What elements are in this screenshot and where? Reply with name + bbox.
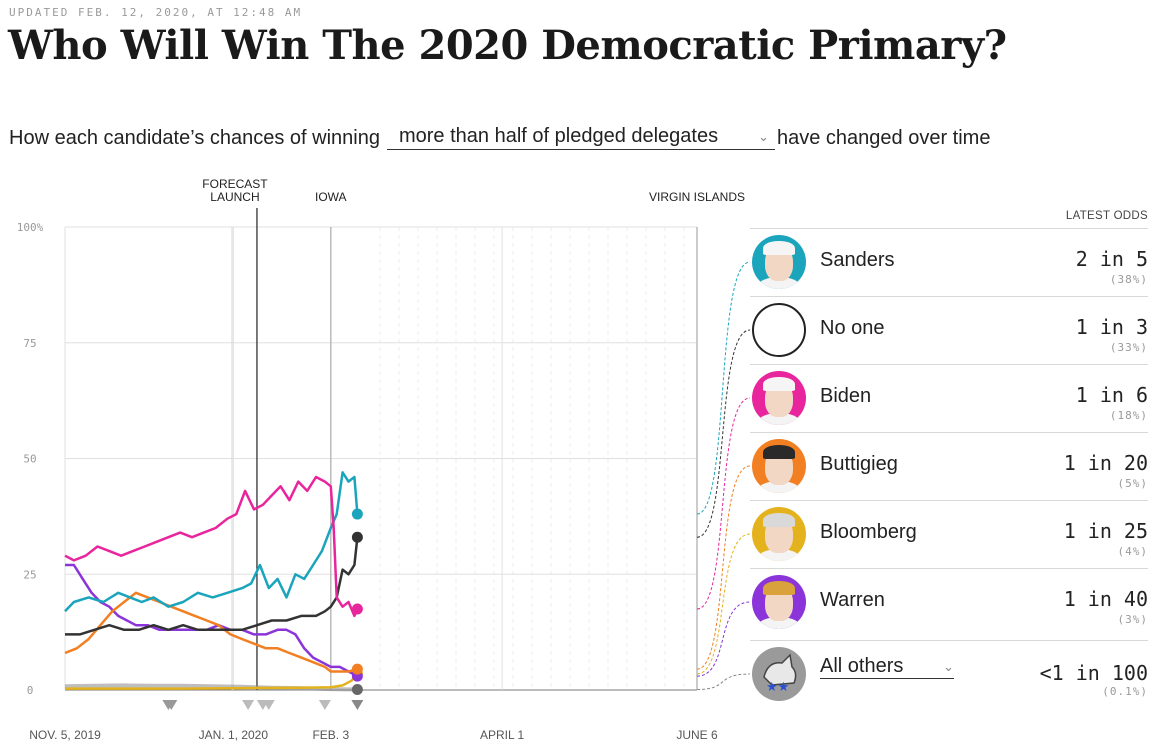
biden-portrait-icon [752, 371, 806, 425]
y-tick-label: 50 [23, 453, 36, 466]
odds-percent: (33%) [1109, 341, 1148, 354]
series-endpoint [351, 684, 363, 696]
x-tick-label: JUNE 6 [676, 728, 718, 742]
primary-marker-icon [318, 700, 331, 710]
updated-timestamp: UPDATED FEB. 12, 2020, AT 12:48 AM [9, 6, 303, 19]
select-value: more than half of pledged delegates [398, 125, 719, 147]
odds-percent: (0.1%) [1102, 685, 1148, 698]
candidate-name: No one [820, 317, 885, 339]
y-tick-label: 0 [27, 684, 34, 697]
chart-grid [64, 226, 698, 691]
event-label: IOWA [315, 190, 347, 204]
subtitle-suffix: have changed over time [776, 127, 991, 149]
odds-value: 1 in 6 [1075, 383, 1148, 407]
odds-value: <1 in 100 [1039, 661, 1148, 685]
page-title: Who Will Win The 2020 Democratic Primary… [8, 22, 1007, 69]
series-line-sanders [64, 471, 359, 613]
x-tick-label: NOV. 5, 2019 [29, 728, 101, 742]
legend-row-all-others: ★★ All others ⌄ <1 in 100 (0.1%) [750, 640, 1148, 709]
candidate-name: Warren [820, 589, 885, 611]
odds-value: 1 in 40 [1063, 587, 1148, 611]
empty-circle-icon [752, 303, 806, 357]
x-tick-label: JAN. 1, 2020 [199, 728, 269, 742]
primary-marker-icon [242, 700, 255, 710]
candidate-name: Sanders [820, 249, 895, 271]
warren-portrait-icon [752, 575, 806, 629]
latest-odds-heading: LATEST ODDS [1065, 210, 1148, 222]
legend-connector [696, 673, 750, 691]
series-endpoint [351, 663, 363, 675]
legend-row-sanders: Sanders 2 in 5 (38%) [750, 228, 1148, 297]
delegate-threshold-select[interactable]: more than half of pledged delegates ⌄ [386, 125, 775, 150]
all-others-select[interactable]: All others ⌄ [820, 655, 954, 679]
all-others-label: All others [820, 655, 904, 677]
odds-value: 2 in 5 [1075, 247, 1148, 271]
candidate-name: Buttigieg [820, 453, 898, 475]
odds-percent: (38%) [1109, 273, 1148, 286]
y-tick-label: 100% [17, 221, 44, 234]
candidate-name: Bloomberg [820, 521, 917, 543]
buttigieg-portrait-icon [752, 439, 806, 493]
chevron-down-icon: ⌄ [758, 128, 769, 144]
legend-connector [696, 261, 750, 515]
odds-value: 1 in 20 [1063, 451, 1148, 475]
primary-marker-icon [165, 700, 178, 710]
primary-marker-icon [351, 700, 364, 710]
series-line-biden [64, 475, 359, 618]
y-tick-label: 25 [23, 568, 36, 581]
series-line-warren [65, 563, 358, 678]
chevron-down-icon: ⌄ [943, 658, 954, 674]
subtitle: How each candidate’s chances of winning … [9, 125, 990, 150]
legend-row-buttigieg: Buttigieg 1 in 20 (5%) [750, 432, 1148, 501]
legend-connector [696, 533, 750, 675]
series-endpoint [351, 603, 363, 615]
y-tick-label: 75 [23, 337, 36, 350]
primary-marker-icon [262, 700, 275, 710]
odds-value: 1 in 3 [1075, 315, 1148, 339]
subtitle-prefix: How each candidate’s chances of winning [9, 127, 380, 149]
series-endpoint [351, 508, 363, 520]
donkey-icon: ★★ [752, 647, 806, 701]
legend-row-no-one: No one 1 in 3 (33%) [750, 296, 1148, 365]
candidate-name: Biden [820, 385, 872, 407]
legend-connector [696, 465, 750, 670]
legend-connectors [696, 261, 750, 691]
event-label: FORECAST [202, 177, 268, 191]
legend-row-warren: Warren 1 in 40 (3%) [750, 568, 1148, 637]
legend-row-bloomberg: Bloomberg 1 in 25 (4%) [750, 500, 1148, 569]
legend-row-biden: Biden 1 in 6 (18%) [750, 364, 1148, 433]
legend-connector [696, 329, 750, 538]
sanders-portrait-icon [752, 235, 806, 289]
chart-axes: 100% 75 50 25 0 NOV. 5, 2019 JAN. 1, 2020 FEB. … [17, 221, 718, 742]
legend-connector [696, 601, 750, 677]
odds-percent: (4%) [1117, 545, 1148, 558]
series-endpoint [351, 531, 363, 543]
svg-text:★★: ★★ [766, 679, 789, 694]
series-line-bloomberg [65, 672, 359, 690]
odds-percent: (3%) [1117, 613, 1148, 626]
chart-series [64, 471, 363, 696]
odds-value: 1 in 25 [1063, 519, 1148, 543]
odds-percent: (5%) [1117, 477, 1148, 490]
bloomberg-portrait-icon [752, 507, 806, 561]
x-tick-label: FEB. 3 [312, 728, 349, 742]
x-tick-label: APRIL 1 [480, 728, 525, 742]
event-label: VIRGIN ISLANDS [649, 190, 745, 204]
series-line-buttigieg [64, 591, 358, 673]
event-label: LAUNCH [210, 190, 259, 204]
legend-connector [696, 397, 750, 610]
odds-percent: (18%) [1109, 409, 1148, 422]
